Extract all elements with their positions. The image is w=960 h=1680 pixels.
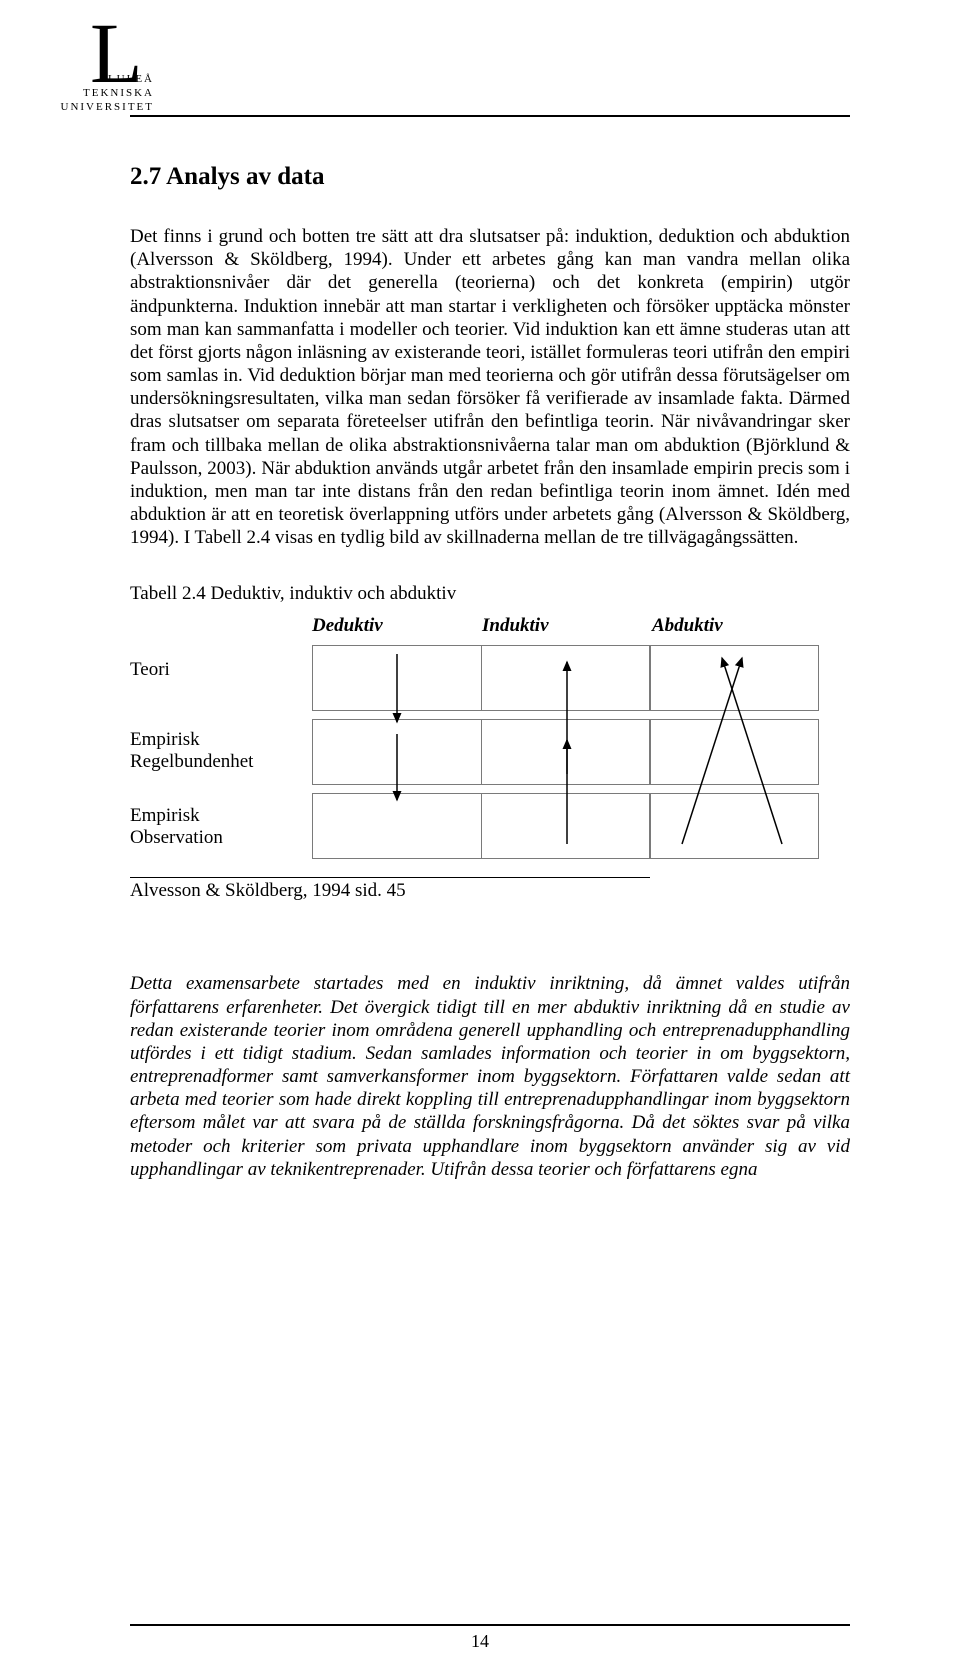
col-header-abduktiv: Abduktiv: [652, 615, 792, 637]
grid-cell: [649, 793, 819, 859]
footer-rule: [130, 1624, 850, 1626]
page-number: 14: [0, 1631, 960, 1652]
col-header-deduktiv: Deduktiv: [312, 615, 482, 637]
section-heading: 2.7 Analys av data: [130, 163, 850, 191]
row-label-empirisk-observation: Empirisk Observation: [130, 795, 312, 871]
grid-cell: [649, 645, 819, 711]
methods-diagram: Deduktiv Induktiv Abduktiv Teori Empiris…: [130, 615, 850, 871]
grid-cell: [312, 793, 482, 859]
grid-cell: [649, 719, 819, 785]
body-paragraph-2: Detta examensarbete startades med en ind…: [130, 972, 850, 1181]
row-label-empirisk-regelbundenhet: Empirisk Regelbundenhet: [130, 719, 312, 795]
diagram-source: Alvesson & Sköldberg, 1994 sid. 45: [130, 877, 650, 902]
row-label-teori: Teori: [130, 643, 312, 719]
logo-text: LULEÅ TEKNISKA UNIVERSITET: [34, 73, 154, 114]
grid-cell: [481, 645, 651, 711]
header-rule: [130, 115, 850, 117]
grid-cell: [312, 719, 482, 785]
grid-cell: [312, 645, 482, 711]
body-paragraph-1: Det finns i grund och botten tre sätt at…: [130, 225, 850, 549]
grid-cell: [481, 719, 651, 785]
university-logo: L LULEÅ TEKNISKA UNIVERSITET: [130, 25, 850, 115]
col-header-induktiv: Induktiv: [482, 615, 652, 637]
table-caption: Tabell 2.4 Deduktiv, induktiv och abdukt…: [130, 583, 850, 605]
grid-cell: [481, 793, 651, 859]
